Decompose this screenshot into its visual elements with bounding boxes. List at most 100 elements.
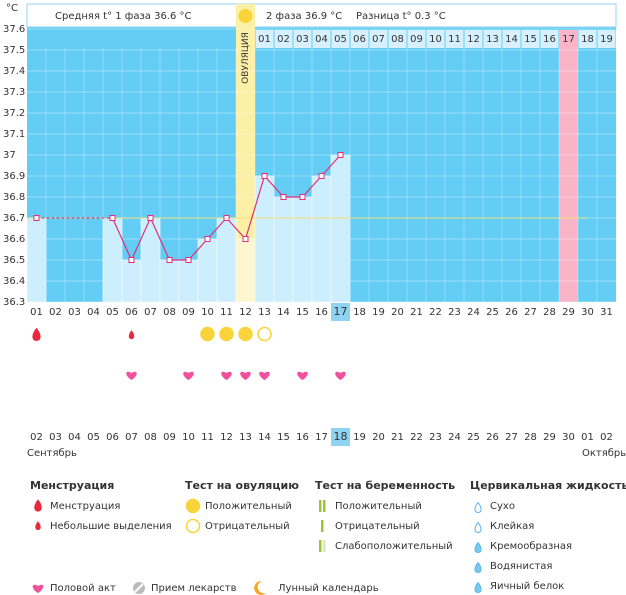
x-tick-label: 26 <box>505 307 518 318</box>
temperature-point <box>318 173 325 179</box>
phase2-cell <box>521 30 540 48</box>
date-label: 14 <box>258 432 271 443</box>
ovulation-test-marker <box>257 326 272 342</box>
phase2-cell <box>312 30 331 48</box>
legend-item: Лунный календарь <box>278 583 379 594</box>
date-label: 24 <box>448 432 461 443</box>
legend-icon <box>185 518 201 534</box>
menstruation-marker <box>32 327 41 341</box>
temperature-point <box>280 194 287 200</box>
x-tick-label: 17 <box>334 305 348 318</box>
x-tick-label: 25 <box>486 307 499 318</box>
y-tick-label: 36.6 <box>3 234 25 245</box>
x-tick-label: 05 <box>106 307 119 318</box>
today-box <box>331 428 350 446</box>
intercourse-marker <box>297 371 308 380</box>
x-tick-label: 01 <box>30 307 43 318</box>
legend-item: Прием лекарств <box>151 583 237 594</box>
x-tick-label: 14 <box>277 307 290 318</box>
legend-icon <box>474 581 482 594</box>
date-label: 09 <box>163 432 176 443</box>
x-tick-label: 20 <box>391 307 404 318</box>
legend-item: Половой акт <box>50 583 116 594</box>
y-tick-label: 37.1 <box>3 129 25 140</box>
phase2-day: 05 <box>334 34 347 45</box>
date-label: 19 <box>353 432 366 443</box>
x-tick-label: 12 <box>239 307 252 318</box>
phase2-cell <box>483 30 502 48</box>
x-tick-label: 16 <box>315 307 328 318</box>
date-label: 15 <box>277 432 290 443</box>
intercourse-marker <box>259 371 270 380</box>
legend-item: Слабоположительный <box>335 541 453 552</box>
date-label: 11 <box>201 432 214 443</box>
legend-item: Клейкая <box>490 521 534 532</box>
phase2-day: 03 <box>296 34 309 45</box>
temperature-point <box>166 257 173 263</box>
phase2-day: 18 <box>581 34 594 45</box>
x-tick-label: 23 <box>448 307 461 318</box>
temperature-point <box>337 152 344 158</box>
intercourse-marker <box>240 371 251 380</box>
intercourse-marker <box>126 371 137 380</box>
phase2-day: 12 <box>467 34 480 45</box>
legend-title: Цервикальная жидкость <box>470 479 626 492</box>
phase2-day: 09 <box>410 34 423 45</box>
legend-item: Отрицательный <box>335 521 420 532</box>
temperature-point <box>33 215 40 221</box>
temperature-point <box>299 194 306 200</box>
date-label: 08 <box>144 432 157 443</box>
ovulation-test-marker <box>219 326 234 342</box>
x-tick-label: 03 <box>68 307 81 318</box>
date-label: 01 <box>581 432 594 443</box>
temperature-bar <box>159 259 180 303</box>
legend-item: Положительный <box>205 501 292 512</box>
date-label: 16 <box>296 432 309 443</box>
intercourse-marker <box>335 371 346 380</box>
month-label: Сентябрь <box>27 448 77 459</box>
legend-icon <box>319 500 322 512</box>
phase2-cell <box>597 30 616 48</box>
date-label: 28 <box>524 432 537 443</box>
date-label: 03 <box>49 432 62 443</box>
x-tick-label: 15 <box>296 307 309 318</box>
temperature-bar <box>273 196 294 303</box>
y-tick-label: 37.2 <box>3 108 25 119</box>
legend-item: Яичный белок <box>490 581 564 592</box>
legend-icon <box>185 498 201 514</box>
y-tick-label: 36.8 <box>3 192 25 203</box>
temperature-bar <box>178 259 199 303</box>
temperature-bar <box>197 238 218 303</box>
legend-title: Тест на беременность <box>315 479 455 492</box>
y-tick-label: 36.4 <box>3 276 25 287</box>
date-label: 10 <box>182 432 195 443</box>
date-label: 13 <box>239 432 252 443</box>
phase2-cell <box>369 30 388 48</box>
phase2-cell <box>255 30 274 48</box>
temperature-bar <box>330 154 351 303</box>
date-label: 25 <box>467 432 480 443</box>
x-tick-label: 30 <box>581 307 594 318</box>
y-tick-label: 37.6 <box>3 24 25 35</box>
x-tick-label: 06 <box>125 307 138 318</box>
date-label: 22 <box>410 432 423 443</box>
legend-icon <box>474 521 482 534</box>
date-label: 12 <box>220 432 233 443</box>
date-label: 27 <box>505 432 518 443</box>
highlight-column <box>559 30 578 302</box>
legend-icon <box>32 584 44 593</box>
x-tick-label: 08 <box>163 307 176 318</box>
temperature-bar <box>235 238 256 303</box>
phase2-day: 01 <box>258 34 271 45</box>
x-tick-label: 21 <box>410 307 423 318</box>
legend-icon <box>34 499 42 512</box>
ovulation-column <box>236 4 255 302</box>
phase2-day: 14 <box>505 34 518 45</box>
date-label: 30 <box>562 432 575 443</box>
header-phase1: Средняя t° 1 фаза 36.6 °C <box>55 11 192 22</box>
legend-item: Водянистая <box>490 561 552 572</box>
phase2-day: 13 <box>486 34 499 45</box>
y-tick-label: 36.9 <box>3 171 25 182</box>
